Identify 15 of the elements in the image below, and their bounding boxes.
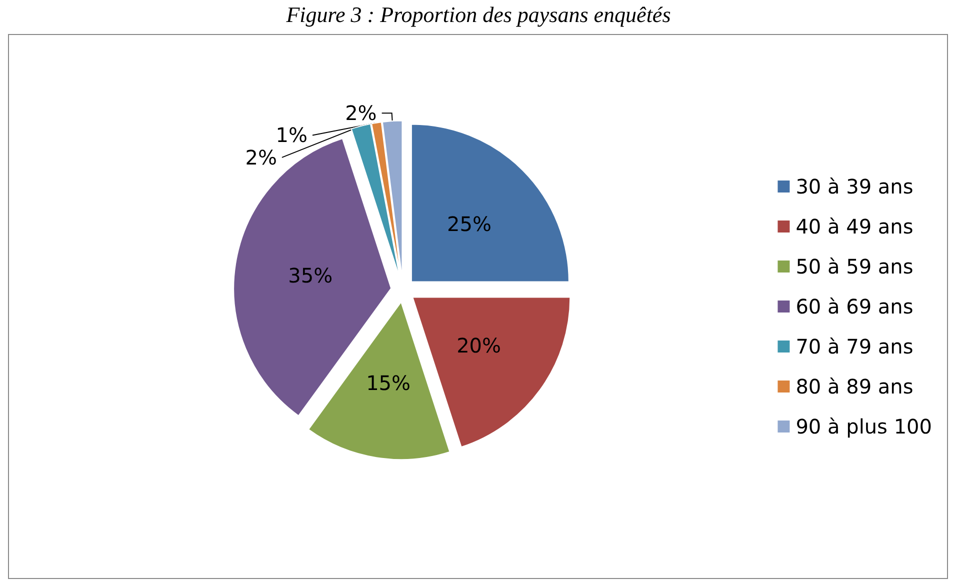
data-label: 25% [447, 212, 492, 236]
legend-label: 50 à 59 ans [796, 254, 914, 278]
legend-label: 70 à 79 ans [796, 334, 914, 358]
legend-label: 80 à 89 ans [796, 374, 914, 398]
data-label: 35% [288, 264, 333, 288]
data-label: 2% [345, 101, 377, 126]
legend-label: 30 à 39 ans [796, 174, 914, 198]
data-label: 1% [276, 123, 308, 148]
data-label: 2% [245, 145, 277, 170]
data-label: 15% [366, 370, 411, 395]
legend-label: 90 à plus 100 [796, 414, 932, 438]
legend-label: 60 à 69 ans [796, 294, 914, 318]
data-label: 20% [456, 333, 502, 358]
legend-label: 40 à 49 ans [796, 214, 914, 238]
chart-title: Figure 3 : Proportion des paysans enquêtés [285, 1, 672, 29]
